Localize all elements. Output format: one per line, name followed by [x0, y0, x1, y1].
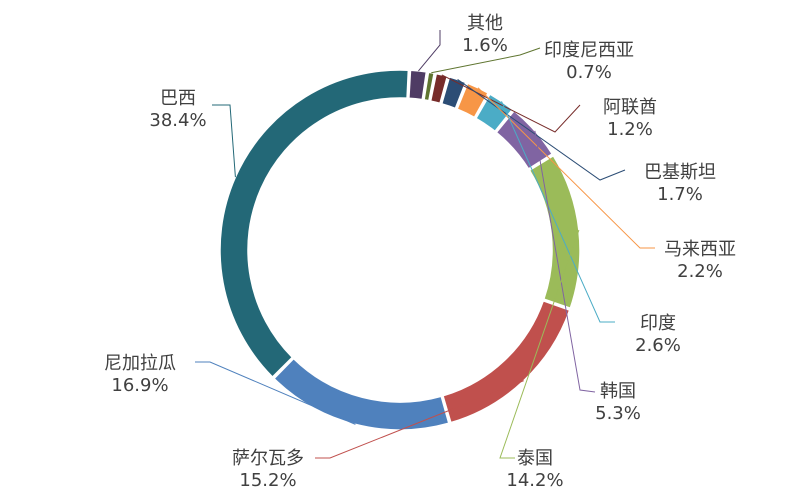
slice-3-category-label: 阿联酋	[603, 97, 657, 118]
slice-7-value-label: 5.3%	[595, 403, 641, 424]
slice-4-value-label: 1.7%	[657, 184, 703, 205]
slice-1-leader-line	[418, 30, 441, 72]
slice-3-leader-line	[441, 74, 581, 133]
slice-11-value-label: 38.4%	[149, 110, 206, 131]
slice-6-leader-line	[501, 101, 615, 323]
slice-4	[440, 75, 467, 110]
slice-7-category-label: 韩国	[600, 381, 636, 402]
slice-8-leader-line	[499, 229, 580, 459]
slice-8-category-label: 泰国	[517, 448, 553, 469]
slice-8	[528, 154, 581, 310]
slice-1-category-label: 其他	[467, 13, 503, 34]
slice-11-category-label: 巴西	[160, 88, 196, 109]
slice-2-category-label: 印度尼西亚	[544, 40, 634, 61]
slice-10-category-label: 尼加拉瓜	[104, 353, 176, 374]
slice-3-value-label: 1.2%	[607, 119, 653, 140]
slice-11	[219, 69, 410, 379]
slice-4-leader-line	[457, 79, 626, 181]
slice-2-leader-line	[431, 47, 541, 74]
slice-5	[456, 82, 490, 119]
slice-7-leader-line	[534, 130, 596, 393]
slice-8-value-label: 14.2%	[506, 470, 563, 491]
slice-5-leader-line	[477, 87, 655, 249]
slice-2-value-label: 0.7%	[566, 62, 612, 83]
slice-2	[423, 71, 436, 102]
slice-3	[429, 72, 449, 105]
slice-11-leader-line	[212, 104, 236, 178]
slice-6-category-label: 印度	[640, 313, 676, 334]
slice-6-value-label: 2.6%	[635, 335, 681, 356]
slice-9-value-label: 15.2%	[239, 470, 296, 491]
slice-10	[272, 357, 450, 431]
slice-9	[442, 299, 571, 424]
slice-5-category-label: 马来西亚	[664, 239, 736, 260]
slice-9-category-label: 萨尔瓦多	[232, 448, 304, 469]
slice-5-value-label: 2.2%	[677, 261, 723, 282]
leader-lines-layer	[195, 30, 655, 459]
slice-6	[474, 93, 514, 133]
slice-1-value-label: 1.6%	[462, 35, 508, 56]
slice-10-leader-line	[195, 361, 356, 425]
slice-10-value-label: 16.9%	[111, 375, 168, 396]
slice-9-leader-line	[315, 380, 524, 459]
slice-1	[408, 69, 428, 101]
slices-layer	[219, 69, 581, 431]
slice-4-category-label: 巴基斯坦	[644, 162, 716, 183]
